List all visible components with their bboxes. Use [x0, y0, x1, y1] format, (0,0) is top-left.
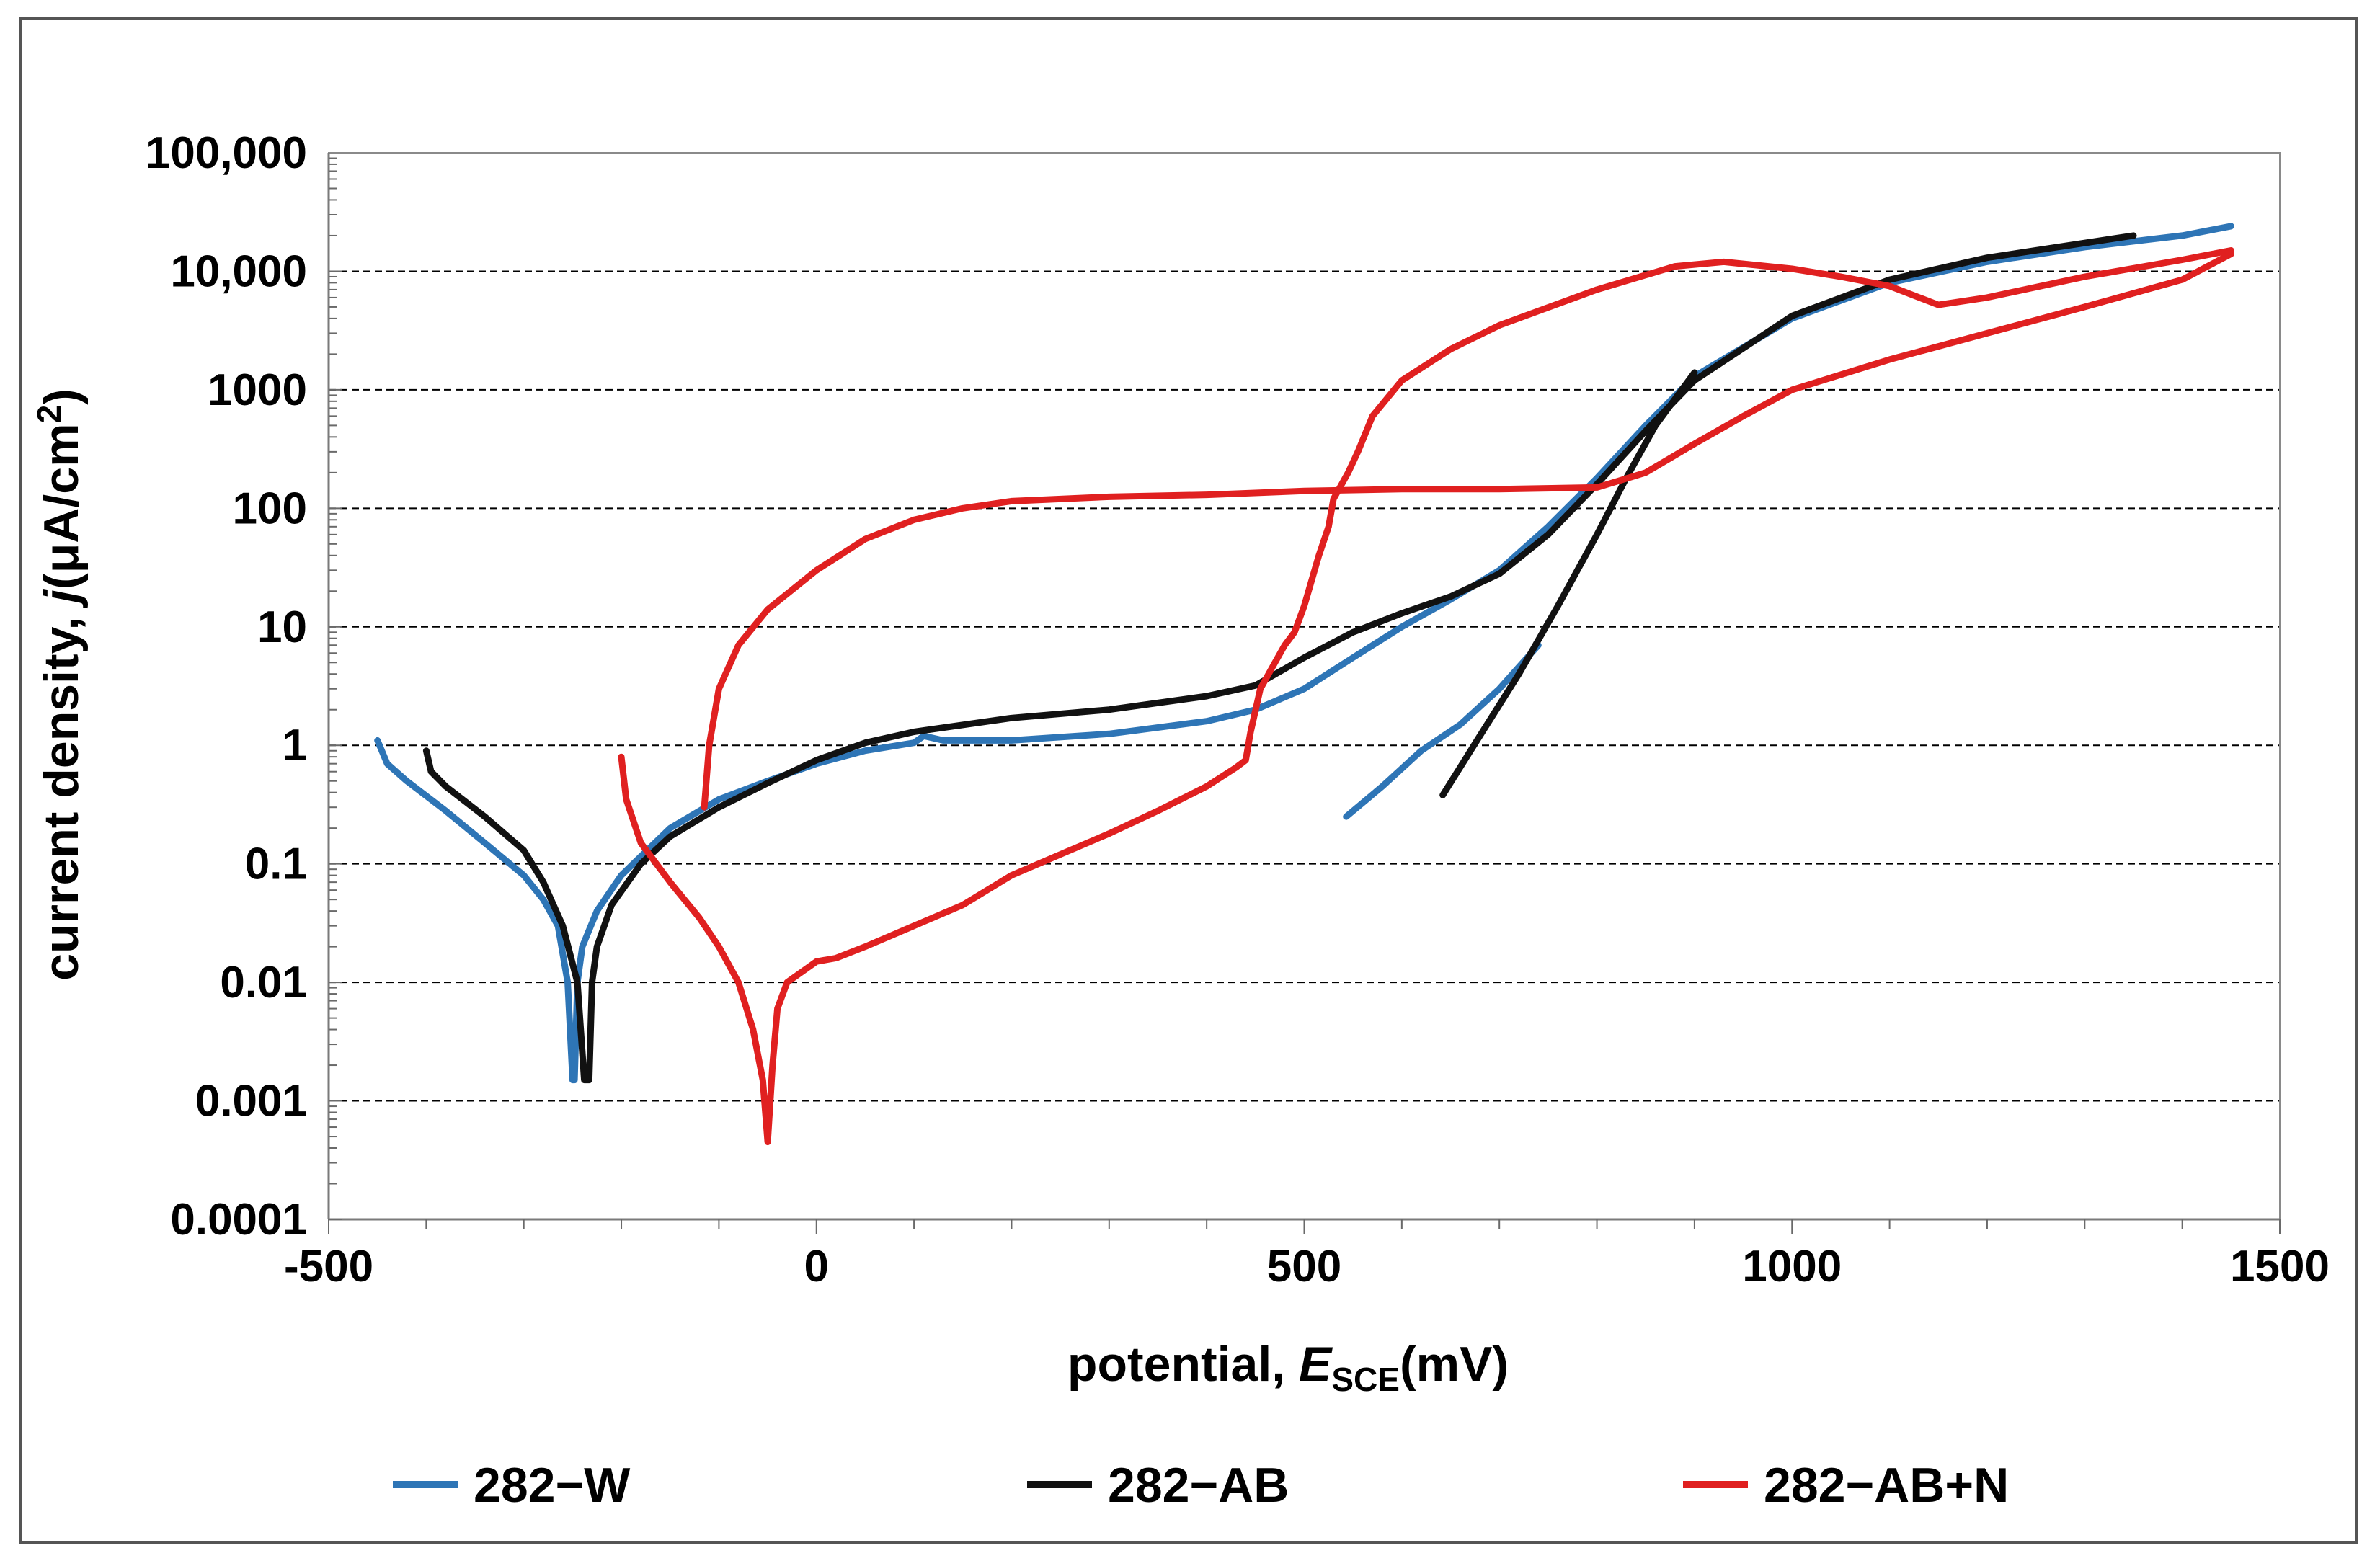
y-axis-title-prefix: current density, [34, 603, 89, 981]
series-line [1343, 641, 1542, 820]
tick-labels: 0.0001 0.001 0.01 0.1 1 10 100 1000 10,000 100,00… [146, 128, 2330, 1291]
y-tick-label: 0.0001 [170, 1195, 307, 1245]
legend-label: 282−W [474, 1458, 631, 1513]
series-lines [374, 223, 2234, 1146]
x-axis-title-prefix: potential, [1067, 1337, 1299, 1392]
legend-label: 282−AB [1108, 1458, 1289, 1513]
y-axis-title-close: ) [34, 388, 89, 405]
x-axis-title-variable: E [1299, 1337, 1333, 1392]
series-line [618, 247, 2234, 1146]
x-tick-label: 0 [804, 1242, 829, 1291]
series-2 [618, 247, 2234, 1146]
y-tick-label: 10,000 [170, 246, 307, 296]
x-tick-label: 1500 [2230, 1242, 2330, 1291]
y-tick-label: 1 [283, 721, 307, 770]
x-tick-label: 1000 [1742, 1242, 1842, 1291]
series-line [1439, 369, 1698, 798]
x-axis-title-unit: (mV) [1400, 1337, 1509, 1392]
y-axis-title-unit: (μA/cm [34, 423, 89, 590]
y-tick-label: 0.01 [220, 958, 307, 1007]
legend: 282−W 282−AB 282−AB+N [393, 1458, 2009, 1513]
axes [327, 152, 2281, 1234]
x-tick-label: 500 [1267, 1242, 1341, 1291]
series-line [701, 250, 2234, 811]
x-axis-title: potential, ESCE(mV) [1067, 1337, 1509, 1398]
y-tick-label: 100 [233, 484, 307, 533]
series-line [374, 223, 2234, 1084]
legend-label: 282−AB+N [1764, 1458, 2009, 1513]
y-tick-label: 0.1 [245, 840, 307, 889]
series-0 [374, 223, 2234, 1084]
y-tick-label: 1000 [208, 365, 307, 415]
x-tick-label: -500 [284, 1242, 373, 1291]
y-tick-label: 0.001 [195, 1077, 307, 1126]
y-axis-title-superscript: 2 [30, 405, 68, 424]
y-tick-label: 10 [257, 602, 307, 652]
y-axis-title: current density, j(μA/cm2) [30, 388, 89, 981]
x-axis-title-subscript: SCE [1331, 1361, 1400, 1398]
y-tick-label: 100,000 [146, 128, 307, 178]
